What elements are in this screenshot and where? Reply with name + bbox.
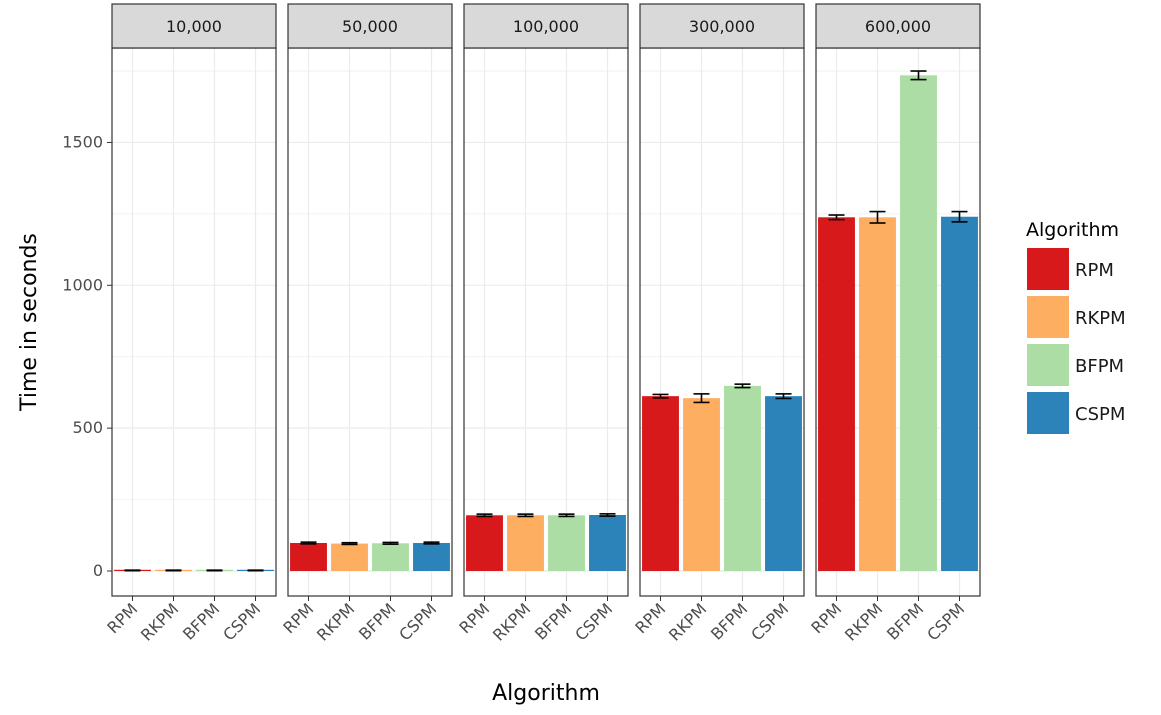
x-tick-label: RPM	[279, 599, 317, 637]
bar	[290, 543, 327, 571]
x-tick-label: RKPM	[665, 599, 710, 644]
bar	[900, 75, 937, 572]
x-tick-label: RPM	[103, 599, 141, 637]
bar	[372, 543, 409, 571]
legend-label: BFPM	[1075, 356, 1124, 377]
x-tick-label: BFPM	[707, 599, 751, 643]
x-tick-label: RKPM	[313, 599, 358, 644]
legend: Algorithm RPM RKPM BFPM CSPM	[1026, 219, 1126, 434]
bar	[413, 543, 450, 571]
legend-label: RKPM	[1075, 308, 1126, 329]
x-tick-label: CSPM	[571, 599, 616, 644]
x-tick-label: CSPM	[219, 599, 264, 644]
legend-key	[1027, 248, 1069, 290]
panel-background	[112, 48, 276, 596]
legend-label: CSPM	[1075, 404, 1125, 425]
y-tick-label: 0	[93, 561, 103, 580]
x-tick-label: CSPM	[747, 599, 792, 644]
legend-title: Algorithm	[1026, 219, 1119, 241]
x-tick-label: RKPM	[137, 599, 182, 644]
facet-strip	[463, 3, 629, 49]
bar	[548, 515, 585, 571]
facet-strip	[287, 3, 453, 49]
bar	[466, 515, 503, 571]
facet-strip-label: 10,000	[166, 17, 222, 36]
y-tick-label: 1000	[62, 275, 103, 294]
facet-strip-label: 300,000	[689, 17, 755, 36]
x-tick-label: CSPM	[923, 599, 968, 644]
legend-key	[1027, 296, 1069, 338]
bar	[859, 217, 896, 571]
bar	[683, 398, 720, 571]
bar	[642, 396, 679, 571]
facet-strip-label: 50,000	[342, 17, 398, 36]
facet-strip	[111, 3, 277, 49]
bar	[331, 543, 368, 571]
panel-background	[288, 48, 452, 596]
x-axis-title: Algorithm	[492, 681, 600, 706]
bar	[507, 515, 544, 571]
x-tick-label: RPM	[631, 599, 669, 637]
bar	[724, 385, 761, 571]
x-tick-label: BFPM	[531, 599, 575, 643]
x-tick-label: RKPM	[841, 599, 886, 644]
legend-key	[1027, 344, 1069, 386]
y-tick-label: 500	[72, 418, 103, 437]
x-tick-label: RPM	[807, 599, 845, 637]
panel-background	[464, 48, 628, 596]
x-tick-label: BFPM	[179, 599, 223, 643]
bar	[941, 216, 978, 571]
bar	[818, 217, 855, 571]
x-tick-label: BFPM	[883, 599, 927, 643]
legend-label: RPM	[1075, 260, 1114, 281]
x-tick-label: RPM	[455, 599, 493, 637]
y-axis-title: Time in seconds	[17, 233, 42, 412]
legend-key	[1027, 392, 1069, 434]
bar	[765, 396, 802, 571]
facet-strip-label: 100,000	[513, 17, 579, 36]
x-tick-label: BFPM	[355, 599, 399, 643]
facet-strip	[639, 3, 805, 49]
bar	[589, 515, 626, 571]
y-tick-label: 1500	[62, 132, 103, 151]
facet-strip	[815, 3, 981, 49]
x-tick-label: CSPM	[395, 599, 440, 644]
x-tick-label: RKPM	[489, 599, 534, 644]
facet-strip-label: 600,000	[865, 17, 931, 36]
